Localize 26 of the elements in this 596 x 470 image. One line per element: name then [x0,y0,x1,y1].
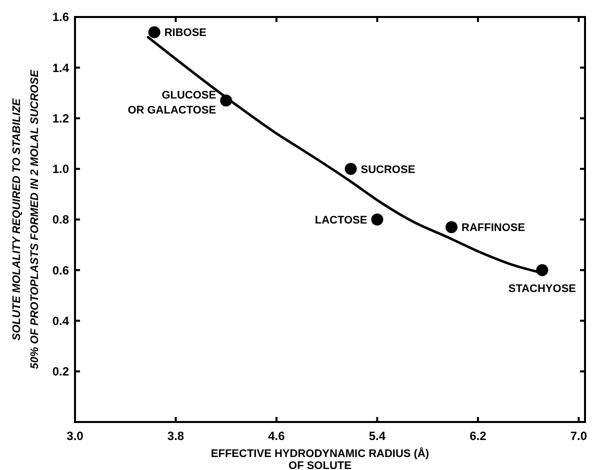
y-tick-label: 1.4 [52,60,70,75]
annotation: RIBOSE [164,27,207,40]
x-tick-label: 3.8 [167,429,184,443]
point [446,221,458,234]
y-tick-label: 1.0 [52,162,70,176]
point [371,214,384,226]
annotation: STACHYOSE [508,283,576,296]
annotation: GLUCOSE OR GALACTOSE [128,90,216,117]
y-tick-label: 1.6 [52,10,70,24]
y-tick-label: 0.8 [52,212,70,227]
y-axis-title: SOLUTE MOLALITY REQUIRED TO STABILIZE 50% OF PROTOPLASTS FORMED IN 2 MOLAL SUCROSE [11,69,41,370]
annotation: SUCROSE [360,164,416,176]
point [148,26,160,38]
y-tick-label: 0.6 [52,263,70,278]
annotation: LACTOSE [314,214,368,226]
x-tick-label: 5.4 [368,429,386,443]
y-tick-label: 1.2 [52,111,70,126]
x-tick-label: 4.6 [268,429,286,443]
x-axis-title: EFFECTIVE HYDRODYNAMIC RADIUS (Å) OF SOLUTE [210,447,430,470]
y-tick-label: 0.4 [52,314,70,328]
annotation: RAFFINOSE [462,222,526,234]
y-tick-label: 0.2 [52,364,70,379]
x-tick-label: 3.0 [66,429,84,443]
x-tick-label: 6.2 [470,429,487,443]
point [344,162,357,175]
x-tick-label: 7.0 [570,429,588,443]
